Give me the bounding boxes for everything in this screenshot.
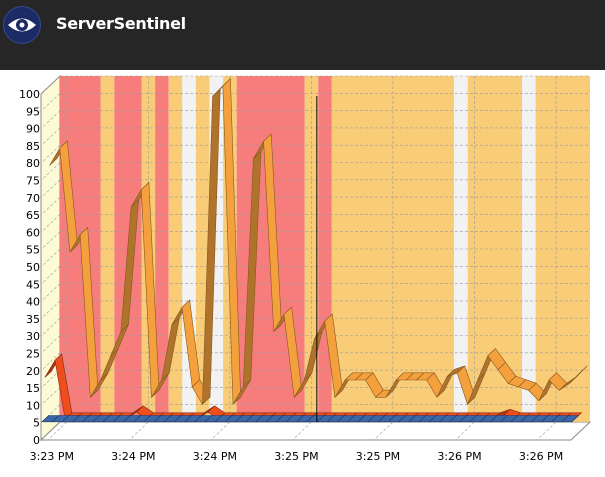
side-grid-line [40, 283, 61, 302]
y-tick-label: 100 [19, 88, 40, 101]
eye-icon[interactable] [3, 6, 41, 44]
y-tick-label: 60 [26, 226, 40, 239]
floor-grid-line [536, 421, 557, 441]
side-grid-line [40, 266, 61, 285]
x-tick-label: 3:25 PM [356, 450, 400, 463]
y-tick-label: 80 [26, 157, 40, 170]
side-grid-line [40, 300, 61, 320]
series-segment [561, 415, 580, 423]
x-tick-label: 3:23 PM [30, 450, 74, 463]
y-tick-label: 25 [26, 348, 40, 361]
floor [39, 421, 592, 441]
y-tick-label: 70 [26, 192, 40, 205]
y-tick-label: 50 [26, 261, 40, 274]
side-grid-line [40, 335, 61, 354]
y-tick-label: 15 [26, 382, 40, 395]
side-grid-line [40, 369, 61, 389]
status-chart[interactable]: 0 5 10 15 20 25 30 35 40 45 50 55 60 65 70 75 80 85 90 95 10… [0, 70, 605, 477]
y-tick-label: 40 [26, 296, 40, 309]
floor-grid-line [210, 421, 231, 441]
side-grid-line [40, 248, 61, 268]
y-tick-label: 75 [26, 175, 40, 188]
floor-grid-line [292, 421, 312, 441]
y-tick-label: 65 [26, 209, 40, 222]
side-grid-line [40, 421, 61, 441]
side-grid-line [40, 162, 61, 181]
side-grid-line [40, 214, 61, 233]
y-tick-label: 20 [26, 365, 40, 378]
side-grid-line [40, 75, 61, 95]
chart-panel: 0 5 10 15 20 25 30 35 40 45 50 55 60 65 70 75 80 85 90 95 10… [0, 70, 605, 477]
floor-grid-line [455, 421, 475, 441]
floor-grid-line [373, 421, 394, 441]
status-band [522, 76, 536, 422]
side-grid-line [40, 127, 61, 147]
x-tick-label: 3:26 PM [437, 450, 481, 463]
y-tick-label: 90 [26, 123, 40, 136]
y-tick-label: 35 [26, 313, 40, 326]
side-grid-line [40, 93, 61, 112]
side-grid-line [40, 179, 61, 199]
side-grid-line [40, 231, 61, 250]
floor-grid-line [47, 421, 68, 441]
y-tick-label: 95 [26, 105, 40, 118]
side-grid-line [40, 144, 61, 164]
side-grid-line [40, 110, 61, 129]
app-title: ServerSentinel [56, 14, 186, 33]
app-header: ServerSentinel [0, 0, 605, 70]
side-grid-line [40, 196, 61, 216]
y-tick-label: 55 [26, 244, 40, 257]
x-tick-label: 3:25 PM [274, 450, 318, 463]
x-tick-label: 3:24 PM [111, 450, 155, 463]
y-tick-label: 0 [33, 434, 40, 447]
side-grid-line [40, 352, 61, 372]
x-tick-label: 3:26 PM [519, 450, 563, 463]
y-tick-label: 30 [26, 330, 40, 343]
side-grid-line [40, 387, 61, 406]
y-tick-label: 5 [33, 417, 40, 430]
y-tick-label: 85 [26, 140, 40, 153]
floor-grid-line [129, 421, 149, 441]
x-tick-label: 3:24 PM [193, 450, 237, 463]
series-segment [569, 365, 588, 384]
y-tick-label: 45 [26, 278, 40, 291]
side-grid-line [40, 317, 61, 337]
y-tick-label: 10 [26, 399, 40, 412]
